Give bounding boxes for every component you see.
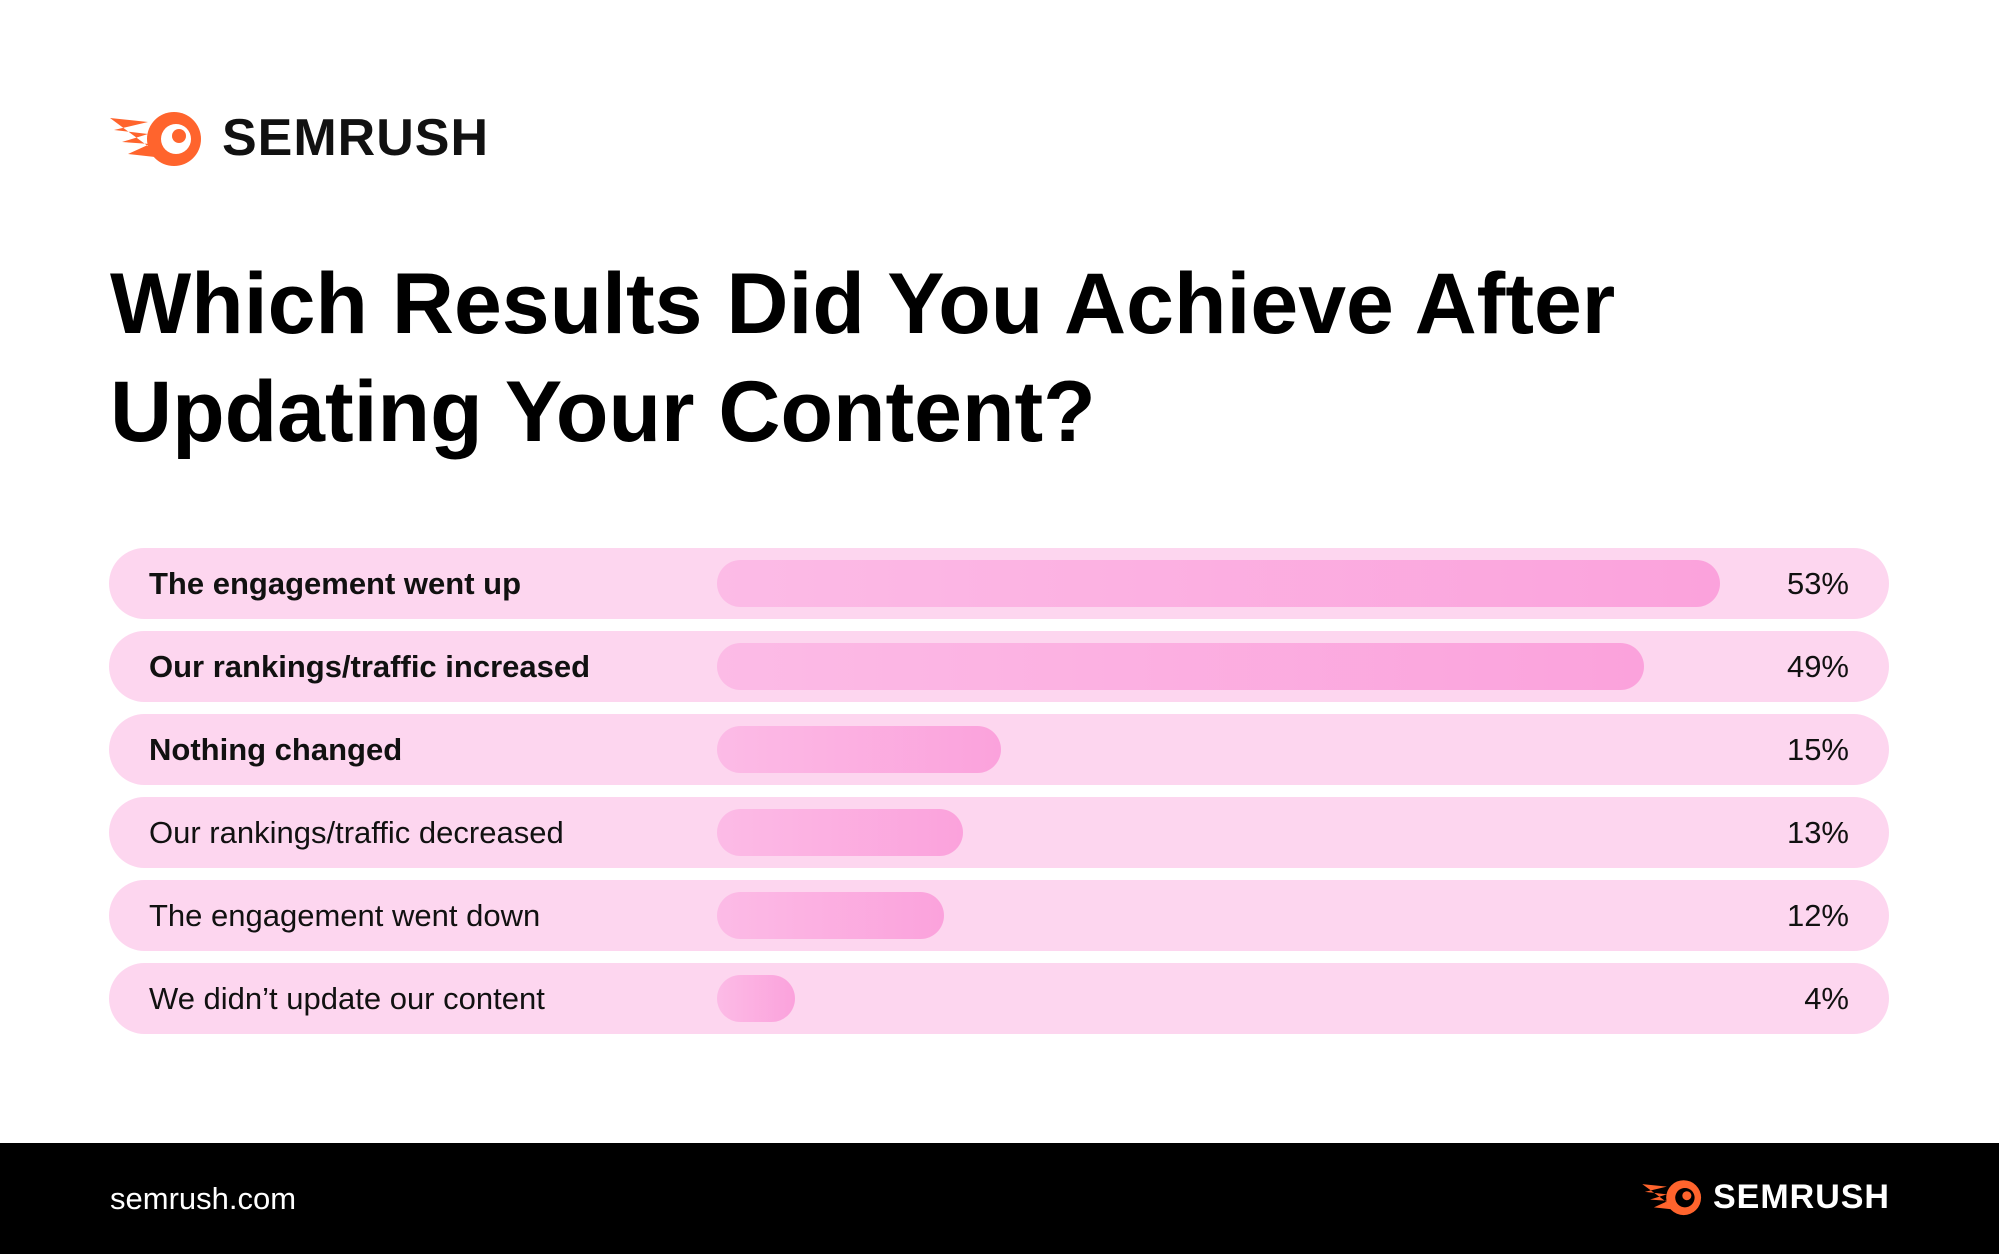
bar <box>717 560 1720 607</box>
value-label: 4% <box>1804 981 1849 1016</box>
footer-brand-name: SEMRUSH <box>1712 1177 1890 1216</box>
bar-track <box>717 975 1740 1022</box>
bar <box>717 892 944 939</box>
semrush-fireball-icon <box>110 112 201 166</box>
semrush-fireball-icon <box>1642 1180 1702 1216</box>
bar-track <box>717 892 1740 939</box>
bar-track <box>717 560 1740 607</box>
category-label: The engagement went up <box>149 566 522 601</box>
chart-row: Our rankings/traffic decreased 13% <box>109 797 1889 868</box>
value-label: 49% <box>1786 649 1849 684</box>
value-label: 53% <box>1786 566 1849 601</box>
category-label: Nothing changed <box>149 732 403 767</box>
bar-track <box>717 809 1740 856</box>
footer: semrush.com SEMRUSH <box>0 1143 1999 1254</box>
value-label: 12% <box>1786 898 1849 933</box>
bar <box>717 975 795 1022</box>
footer-logo: SEMRUSH <box>1641 1177 1890 1217</box>
footer-url[interactable]: semrush.com <box>110 1181 297 1216</box>
category-label: Our rankings/traffic decreased <box>149 815 564 850</box>
brand-name: SEMRUSH <box>222 109 490 167</box>
chart-row: We didn’t update our content 4% <box>109 963 1889 1034</box>
category-label: The engagement went down <box>149 898 541 933</box>
bar <box>717 726 1001 773</box>
bar-chart: The engagement went up 53% Our rankings/tr… <box>109 548 1889 1046</box>
category-label: We didn’t update our content <box>149 981 545 1016</box>
bar-track <box>717 726 1740 773</box>
chart-row: Our rankings/traffic increased 49% <box>109 631 1889 702</box>
chart-row: Nothing changed 15% <box>109 714 1889 785</box>
page-title: Which Results Did You Achieve After Upda… <box>110 256 1616 460</box>
bar <box>717 643 1644 690</box>
chart-row: The engagement went down 12% <box>109 880 1889 951</box>
bar-track <box>717 643 1740 690</box>
category-label: Our rankings/traffic increased <box>149 649 591 684</box>
header-logo: SEMRUSH <box>108 108 489 168</box>
chart-row: The engagement went up 53% <box>109 548 1889 619</box>
value-label: 15% <box>1786 732 1849 767</box>
value-label: 13% <box>1786 815 1849 850</box>
bar <box>717 809 963 856</box>
